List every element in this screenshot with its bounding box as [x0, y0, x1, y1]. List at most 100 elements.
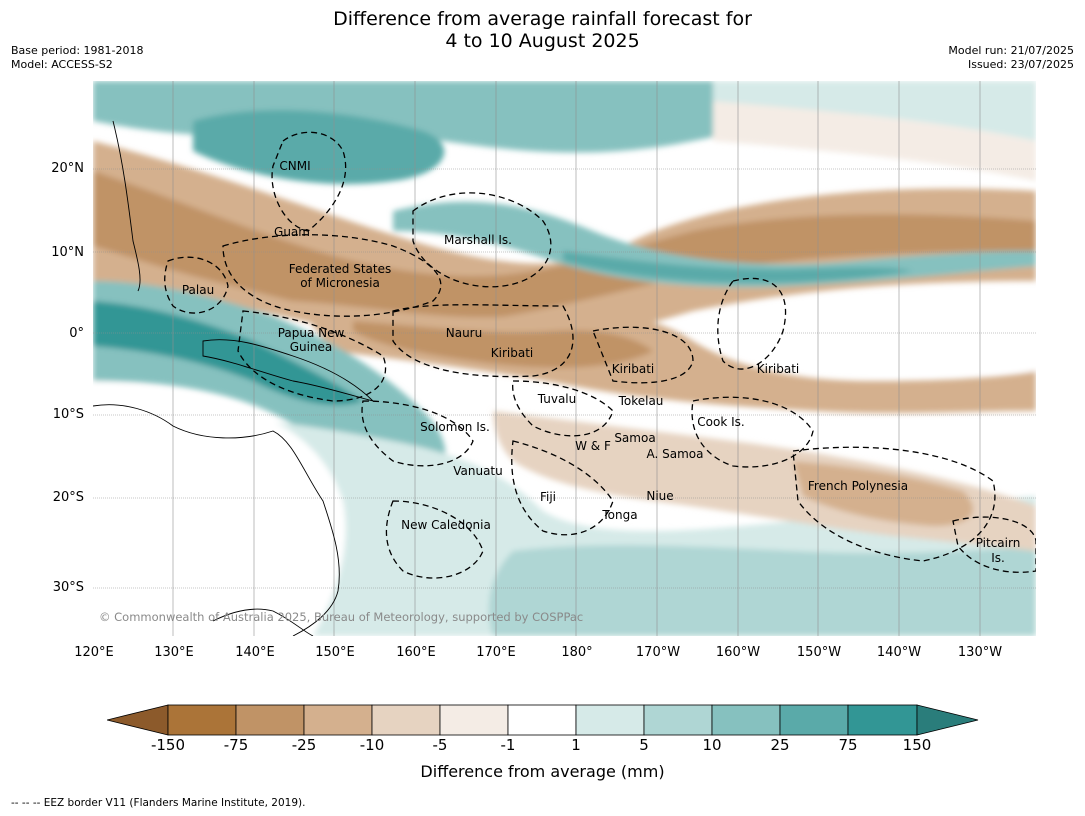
colorbar-seg-4	[371, 704, 441, 736]
eez-footnote: -- -- -- EEZ border V11 (Flanders Marine…	[11, 797, 306, 809]
lon-120e: 120°E	[74, 645, 114, 660]
issued-date: Issued: 23/07/2025	[967, 58, 1074, 71]
northeast-neutral	[713, 101, 1036, 181]
lat-20n: 20°N	[51, 161, 84, 176]
rainfall-map: CNMI Guam Marshall Is. Federated States …	[93, 81, 1036, 636]
northeast-light-teal	[713, 81, 1036, 141]
lon-150e: 150°E	[315, 645, 355, 660]
equatorial-brown	[293, 301, 1036, 414]
lon-160e: 160°E	[396, 645, 436, 660]
eez-cnmi	[271, 131, 347, 232]
label-png-1: Papua New	[278, 326, 345, 340]
west-teal-core	[93, 301, 363, 405]
lon-180: 180°	[561, 645, 593, 660]
label-niue: Niue	[646, 489, 673, 503]
colorbar-seg-5	[439, 704, 509, 736]
colorbar-tick-5: -1	[500, 736, 516, 754]
eez-marshall	[412, 192, 552, 288]
colorbar-seg-7	[575, 704, 645, 736]
base-period: Base period: 1981-2018	[11, 44, 144, 57]
colorbar-tick-0: -150	[150, 736, 186, 754]
label-tonga: Tonga	[601, 508, 637, 522]
label-cnmi: CNMI	[279, 159, 310, 173]
neutral-zone-east	[873, 297, 1036, 372]
colorbar-seg-1	[167, 704, 237, 736]
australia-coast	[93, 404, 340, 636]
colorbar-seg-3	[303, 704, 373, 736]
label-guam: Guam	[274, 225, 310, 239]
label-fsm-1: Federated States	[289, 262, 391, 276]
label-pitcairn-2: Is.	[991, 551, 1005, 565]
lat-10n: 10°N	[51, 245, 84, 260]
map-svg: CNMI Guam Marshall Is. Federated States …	[93, 81, 1036, 636]
lon-140e: 140°E	[235, 645, 275, 660]
model-name: Model: ACCESS-S2	[11, 58, 113, 71]
colorbar-seg-12	[916, 704, 979, 736]
lat-30s: 30°S	[52, 580, 84, 595]
colorbar-seg-9	[711, 704, 781, 736]
map-graticule	[93, 81, 1036, 636]
label-tokelau: Tokelau	[618, 394, 664, 408]
lat-0: 0°	[69, 326, 84, 341]
colorbar-tick-3: -10	[359, 736, 385, 754]
colorbar-label: Difference from average (mm)	[420, 762, 665, 781]
label-kiribati-east: Kiribati	[757, 362, 799, 376]
place-labels: CNMI Guam Marshall Is. Federated States …	[182, 159, 1020, 565]
neutral-zone-southwest	[93, 381, 346, 636]
label-fiji: Fiji	[540, 490, 556, 504]
eez-palau	[164, 256, 229, 314]
colorbar-tick-2: -25	[291, 736, 317, 754]
colorbar-tick-10: 75	[838, 736, 858, 754]
label-png-2: Guinea	[290, 340, 333, 354]
colorbar-tick-6: 1	[571, 736, 581, 754]
eez-fiji-tonga	[511, 440, 614, 536]
chart-title: Difference from average rainfall forecas…	[0, 8, 1085, 52]
eez-tuvalu-tokelau	[512, 380, 614, 437]
meta-right: Model run: 21/07/2025 Issued: 23/07/2025	[948, 44, 1074, 72]
label-samoa: Samoa	[614, 431, 655, 445]
anomaly-fields	[93, 81, 1036, 636]
lat-10s: 10°S	[52, 407, 84, 422]
colorbar-tick-8: 10	[702, 736, 722, 754]
colorbar-seg-2	[235, 704, 305, 736]
label-pitcairn-1: Pitcairn	[976, 536, 1021, 550]
lon-130w: 130°W	[957, 645, 1003, 660]
lon-160w: 160°W	[715, 645, 761, 660]
label-new-caledonia: New Caledonia	[401, 518, 491, 532]
equatorial-brown-core	[353, 321, 653, 368]
itcz-teal-core	[563, 251, 913, 283]
eez-nauru-kiribati	[392, 304, 574, 378]
colorbar-tick-4: -5	[432, 736, 448, 754]
new-zealand-coast	[212, 608, 314, 636]
eez-new-caledonia	[385, 500, 484, 579]
meta-left: Base period: 1981-2018 Model: ACCESS-S2	[11, 44, 143, 72]
lon-140w: 140°W	[876, 645, 922, 660]
copyright-text: © Commonwealth of Australia 2025, Bureau…	[99, 610, 584, 624]
colorbar-tick-7: 5	[639, 736, 649, 754]
label-asamoa: A. Samoa	[647, 447, 704, 461]
model-run: Model run: 21/07/2025	[948, 44, 1074, 57]
colorbar-tick-9: 25	[770, 736, 790, 754]
title-line-2: 4 to 10 August 2025	[445, 30, 640, 52]
north-teal-core	[193, 110, 445, 185]
eez-french-polynesia	[792, 446, 996, 562]
colorbar-tick-11: 150	[902, 736, 932, 754]
colorbar-seg-10	[779, 704, 849, 736]
eez-borders	[164, 131, 1036, 579]
north-brown-core	[93, 171, 1036, 323]
colorbar	[106, 704, 979, 736]
label-palau: Palau	[182, 283, 214, 297]
label-wf: W & F	[575, 439, 611, 453]
label-french-polynesia: French Polynesia	[808, 479, 908, 493]
eez-kiribati-east	[717, 277, 787, 370]
itcz-teal-strip	[393, 201, 1036, 288]
label-marshall: Marshall Is.	[444, 233, 512, 247]
french-polynesia-dry	[793, 461, 973, 526]
lon-170w: 170°W	[635, 645, 681, 660]
lat-20s: 20°S	[52, 490, 84, 505]
label-solomon: Solomon Is.	[420, 420, 490, 434]
philippines-coast	[112, 120, 141, 292]
colorbar-svg	[106, 704, 979, 736]
colorbar-seg-8	[643, 704, 713, 736]
title-line-1: Difference from average rainfall forecas…	[333, 8, 752, 30]
